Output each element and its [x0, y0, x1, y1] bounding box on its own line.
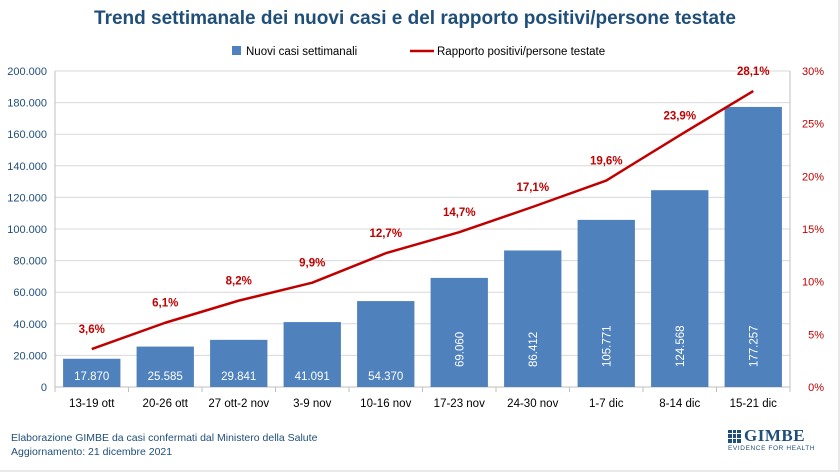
y-right-tick-label: 10% — [802, 277, 824, 289]
x-tick-label: 13-19 ott — [69, 398, 115, 410]
bar — [63, 358, 121, 387]
x-tick-label: 17-23 nov — [434, 398, 485, 410]
bar — [577, 219, 635, 387]
bar — [357, 301, 415, 387]
y-right-tick-label: 25% — [802, 119, 824, 131]
legend-bar-label: Nuovi casi settimanali — [246, 46, 357, 58]
y-left-tick-label: 100.000 — [7, 224, 47, 236]
bar — [283, 322, 341, 387]
y-left-tick-label: 180.000 — [7, 98, 47, 110]
y-right-tick-label: 0% — [808, 382, 824, 394]
bar-value-label: 105.771 — [601, 325, 613, 367]
legend-line-label: Rapporto positivi/persone testate — [437, 46, 605, 58]
bar — [136, 346, 194, 387]
bar — [651, 190, 709, 387]
y-left-tick-label: 140.000 — [7, 161, 47, 173]
update-date: Aggiornamento: 21 dicembre 2021 — [11, 446, 173, 458]
x-tick-label: 10-16 nov — [360, 398, 411, 410]
y-left-tick-label: 80.000 — [13, 256, 47, 268]
line-value-label: 9,9% — [299, 258, 325, 270]
bar-value-label: 41.091 — [295, 371, 330, 383]
bar-value-label: 86.412 — [528, 332, 540, 367]
x-tick-label: 15-21 dic — [730, 398, 778, 410]
y-right-tick-label: 5% — [808, 329, 824, 341]
x-tick-label: 8-14 dic — [659, 398, 700, 410]
y-right-tick-label: 20% — [802, 171, 824, 183]
bar — [504, 250, 562, 387]
bar-value-label: 69.060 — [454, 332, 466, 367]
legend-bar-swatch — [232, 46, 241, 55]
y-left-tick-label: 120.000 — [7, 192, 47, 204]
line-value-label: 19,6% — [590, 156, 623, 168]
bar-value-label: 17.870 — [74, 371, 109, 383]
bar-value-label: 25.585 — [148, 371, 183, 383]
line-value-label: 6,1% — [152, 298, 178, 310]
line-value-label: 23,9% — [663, 110, 696, 122]
gimbe-logo-icon — [728, 429, 741, 443]
x-tick-label: 3-9 nov — [293, 398, 332, 410]
bar-value-label: 177.257 — [748, 325, 760, 367]
bar — [430, 277, 488, 387]
line-series — [91, 89, 754, 351]
logo-tagline: EVIDENCE FOR HEALTH — [728, 445, 816, 452]
source-line: Elaborazione GIMBE da casi confermati da… — [11, 432, 318, 444]
x-tick-label: 20-26 ott — [143, 398, 189, 410]
line-value-label: 28,1% — [737, 66, 770, 78]
line-value-label: 3,6% — [79, 324, 105, 336]
bar-value-label: 29.841 — [221, 371, 256, 383]
y-right-tick-label: 15% — [802, 224, 824, 236]
logo-name: GIMBE — [744, 426, 806, 445]
y-left-tick-label: 160.000 — [7, 129, 47, 141]
bar-value-label: 54.370 — [368, 371, 403, 383]
y-left-tick-label: 0 — [41, 382, 47, 394]
gimbe-logo: GIMBE EVIDENCE FOR HEALTH — [728, 426, 828, 452]
x-tick-label: 24-30 nov — [507, 398, 558, 410]
x-tick-label: 27 ott-2 nov — [208, 398, 269, 410]
bar-value-label: 124.568 — [675, 325, 687, 367]
line-value-label: 8,2% — [226, 276, 252, 288]
x-tick-label: 1-7 dic — [589, 398, 624, 410]
bar — [210, 339, 268, 387]
line-value-label: 12,7% — [369, 228, 402, 240]
line-value-label: 17,1% — [516, 182, 549, 194]
chart-title: Trend settimanale dei nuovi casi e del r… — [94, 8, 736, 29]
bar — [724, 106, 782, 388]
y-left-tick-label: 60.000 — [13, 287, 47, 299]
y-left-tick-label: 40.000 — [13, 319, 47, 331]
y-left-tick-label: 200.000 — [7, 66, 47, 78]
source-note: Elaborazione GIMBE da casi confermati da… — [11, 431, 317, 459]
y-left-tick-label: 20.000 — [13, 350, 47, 362]
line-value-label: 14,7% — [443, 207, 476, 219]
y-right-tick-label: 30% — [802, 66, 824, 78]
